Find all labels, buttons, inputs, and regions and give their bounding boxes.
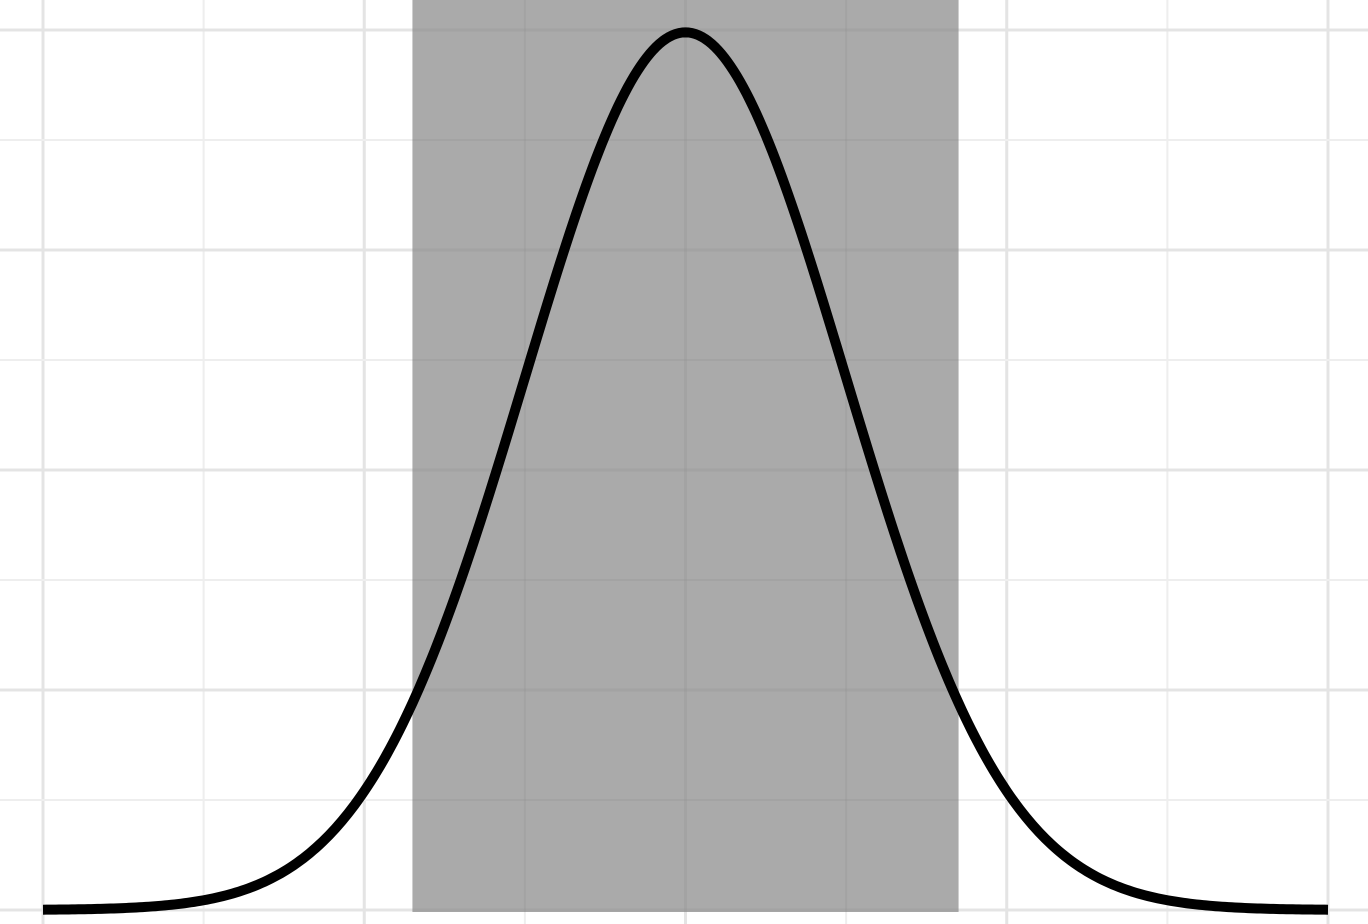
density-curve: [41, 27, 1330, 915]
